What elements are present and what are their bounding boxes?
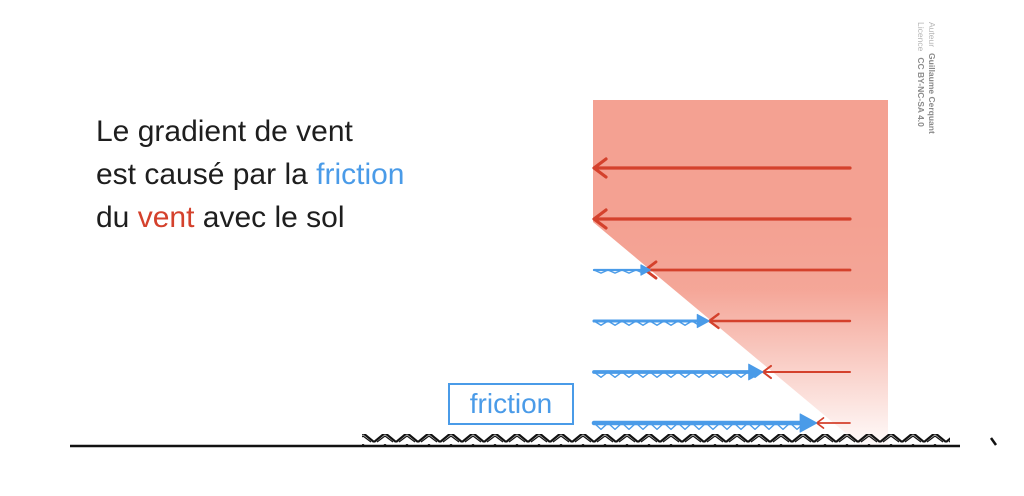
caption-highlight-friction: friction [316,158,405,191]
friction-arrow [592,363,764,381]
caption-line-1: Le gradient de vent [96,115,353,148]
caption-highlight-wind: vent [137,201,195,234]
caption-text: du [96,201,138,234]
friction-label-box: friction [448,383,574,425]
friction-arrow [592,313,710,329]
wind-row [592,363,852,381]
caption-text: est causé par la [96,158,317,191]
caption-line-3: du vent avec le sol [96,196,404,239]
wind-zone-top [593,100,888,222]
wind-rows [591,157,852,433]
ground-end-mark [989,437,998,446]
wind-row [592,157,852,179]
wind-arrow [592,157,852,179]
friction-arrow [591,413,818,433]
caption: Le gradient de vent est causé par la fri… [96,110,404,239]
wind-row [592,208,852,230]
caption-text: avec le sol [194,201,345,234]
wind-row [592,260,852,280]
caption-line-2: est causé par la friction [96,153,404,196]
wind-row [592,312,852,330]
wind-row [591,413,851,433]
wind-arrow [592,208,852,230]
wind-zone-gradient [593,222,888,445]
ground-texture [362,434,950,446]
friction-arrow [592,264,651,276]
